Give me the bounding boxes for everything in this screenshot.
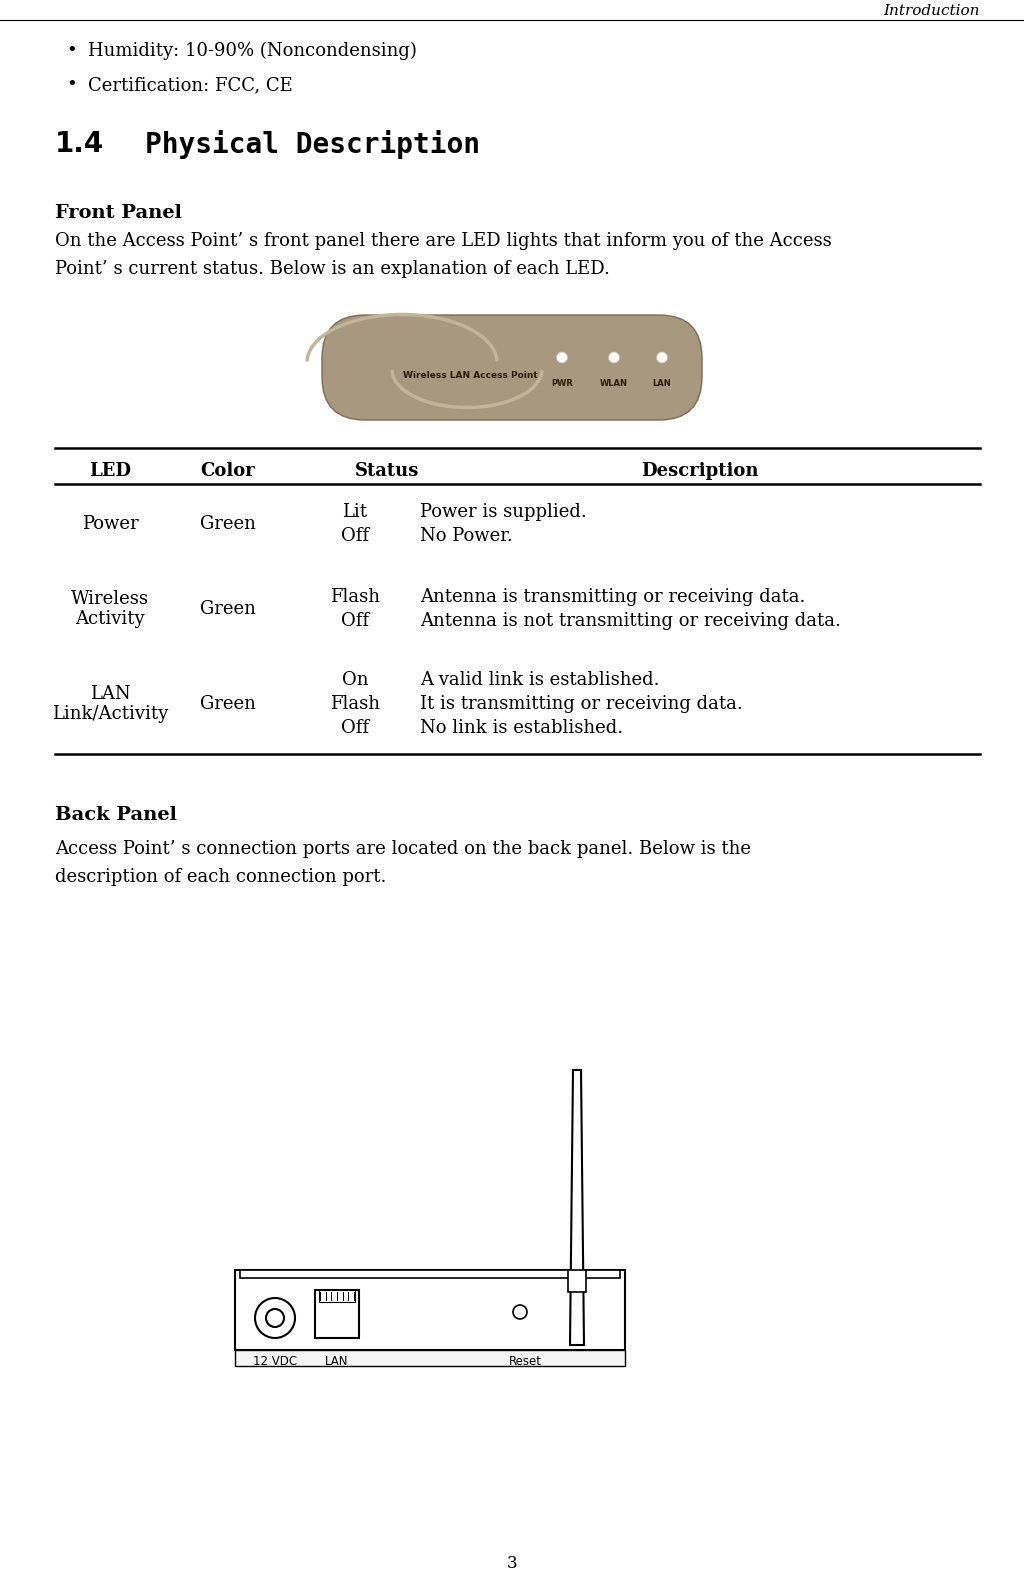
Text: Green: Green <box>200 516 256 533</box>
Text: A valid link is established.: A valid link is established. <box>420 671 659 690</box>
Circle shape <box>608 353 620 362</box>
Text: 12 VDC: 12 VDC <box>253 1356 297 1368</box>
Text: Antenna is transmitting or receiving data.: Antenna is transmitting or receiving dat… <box>420 589 805 606</box>
Text: Green: Green <box>200 694 256 713</box>
Text: 3: 3 <box>507 1555 517 1573</box>
Text: Green: Green <box>200 600 256 619</box>
Text: description of each connection port.: description of each connection port. <box>55 869 386 886</box>
Circle shape <box>656 353 668 362</box>
Text: •: • <box>67 76 78 93</box>
Text: Wireless: Wireless <box>71 590 150 607</box>
Text: Off: Off <box>341 527 369 546</box>
Text: No Power.: No Power. <box>420 527 513 546</box>
Text: Point’ s current status. Below is an explanation of each LED.: Point’ s current status. Below is an exp… <box>55 259 610 278</box>
Text: WLAN: WLAN <box>600 380 628 389</box>
Text: Off: Off <box>341 612 369 630</box>
Text: Off: Off <box>341 718 369 737</box>
Text: Description: Description <box>641 462 759 479</box>
Text: On: On <box>342 671 369 690</box>
Text: PWR: PWR <box>551 380 573 389</box>
Circle shape <box>255 1297 295 1338</box>
Text: Front Panel: Front Panel <box>55 204 182 221</box>
Text: LED: LED <box>89 462 131 479</box>
Text: Status: Status <box>355 462 420 479</box>
Bar <box>234 1349 625 1365</box>
Bar <box>315 1289 359 1338</box>
Text: Introduction: Introduction <box>884 5 980 17</box>
Text: Humidity: 10-90% (Noncondensing): Humidity: 10-90% (Noncondensing) <box>88 43 417 60</box>
Text: LAN: LAN <box>90 685 130 702</box>
Circle shape <box>556 353 567 362</box>
Text: No link is established.: No link is established. <box>420 718 624 737</box>
Text: LAN: LAN <box>652 380 672 389</box>
Text: Power: Power <box>82 516 138 533</box>
Text: Antenna is not transmitting or receiving data.: Antenna is not transmitting or receiving… <box>420 612 841 630</box>
Text: Lit: Lit <box>342 503 368 520</box>
Text: •: • <box>67 43 78 60</box>
Text: Back Panel: Back Panel <box>55 805 177 824</box>
Circle shape <box>513 1305 527 1319</box>
Text: Wireless LAN Access Point: Wireless LAN Access Point <box>402 372 538 380</box>
Bar <box>240 1270 620 1278</box>
FancyBboxPatch shape <box>322 315 702 419</box>
Text: It is transmitting or receiving data.: It is transmitting or receiving data. <box>420 694 742 713</box>
Text: Certification: FCC, CE: Certification: FCC, CE <box>88 76 293 93</box>
Text: Flash: Flash <box>330 694 380 713</box>
Circle shape <box>266 1308 284 1327</box>
Text: Color: Color <box>201 462 255 479</box>
Text: LAN: LAN <box>326 1356 349 1368</box>
Text: Access Point’ s connection ports are located on the back panel. Below is the: Access Point’ s connection ports are loc… <box>55 840 751 857</box>
Text: Activity: Activity <box>75 611 144 628</box>
Text: Link/Activity: Link/Activity <box>52 706 168 723</box>
Text: Reset: Reset <box>509 1356 542 1368</box>
Polygon shape <box>570 1069 584 1345</box>
Bar <box>568 1270 586 1292</box>
Bar <box>234 1270 625 1349</box>
Text: Power is supplied.: Power is supplied. <box>420 503 587 520</box>
Text: 1.4: 1.4 <box>55 130 104 158</box>
Text: Flash: Flash <box>330 589 380 606</box>
Text: On the Access Point’ s front panel there are LED lights that inform you of the A: On the Access Point’ s front panel there… <box>55 233 831 250</box>
Bar <box>319 1289 355 1302</box>
Text: Physical Description: Physical Description <box>145 130 480 160</box>
